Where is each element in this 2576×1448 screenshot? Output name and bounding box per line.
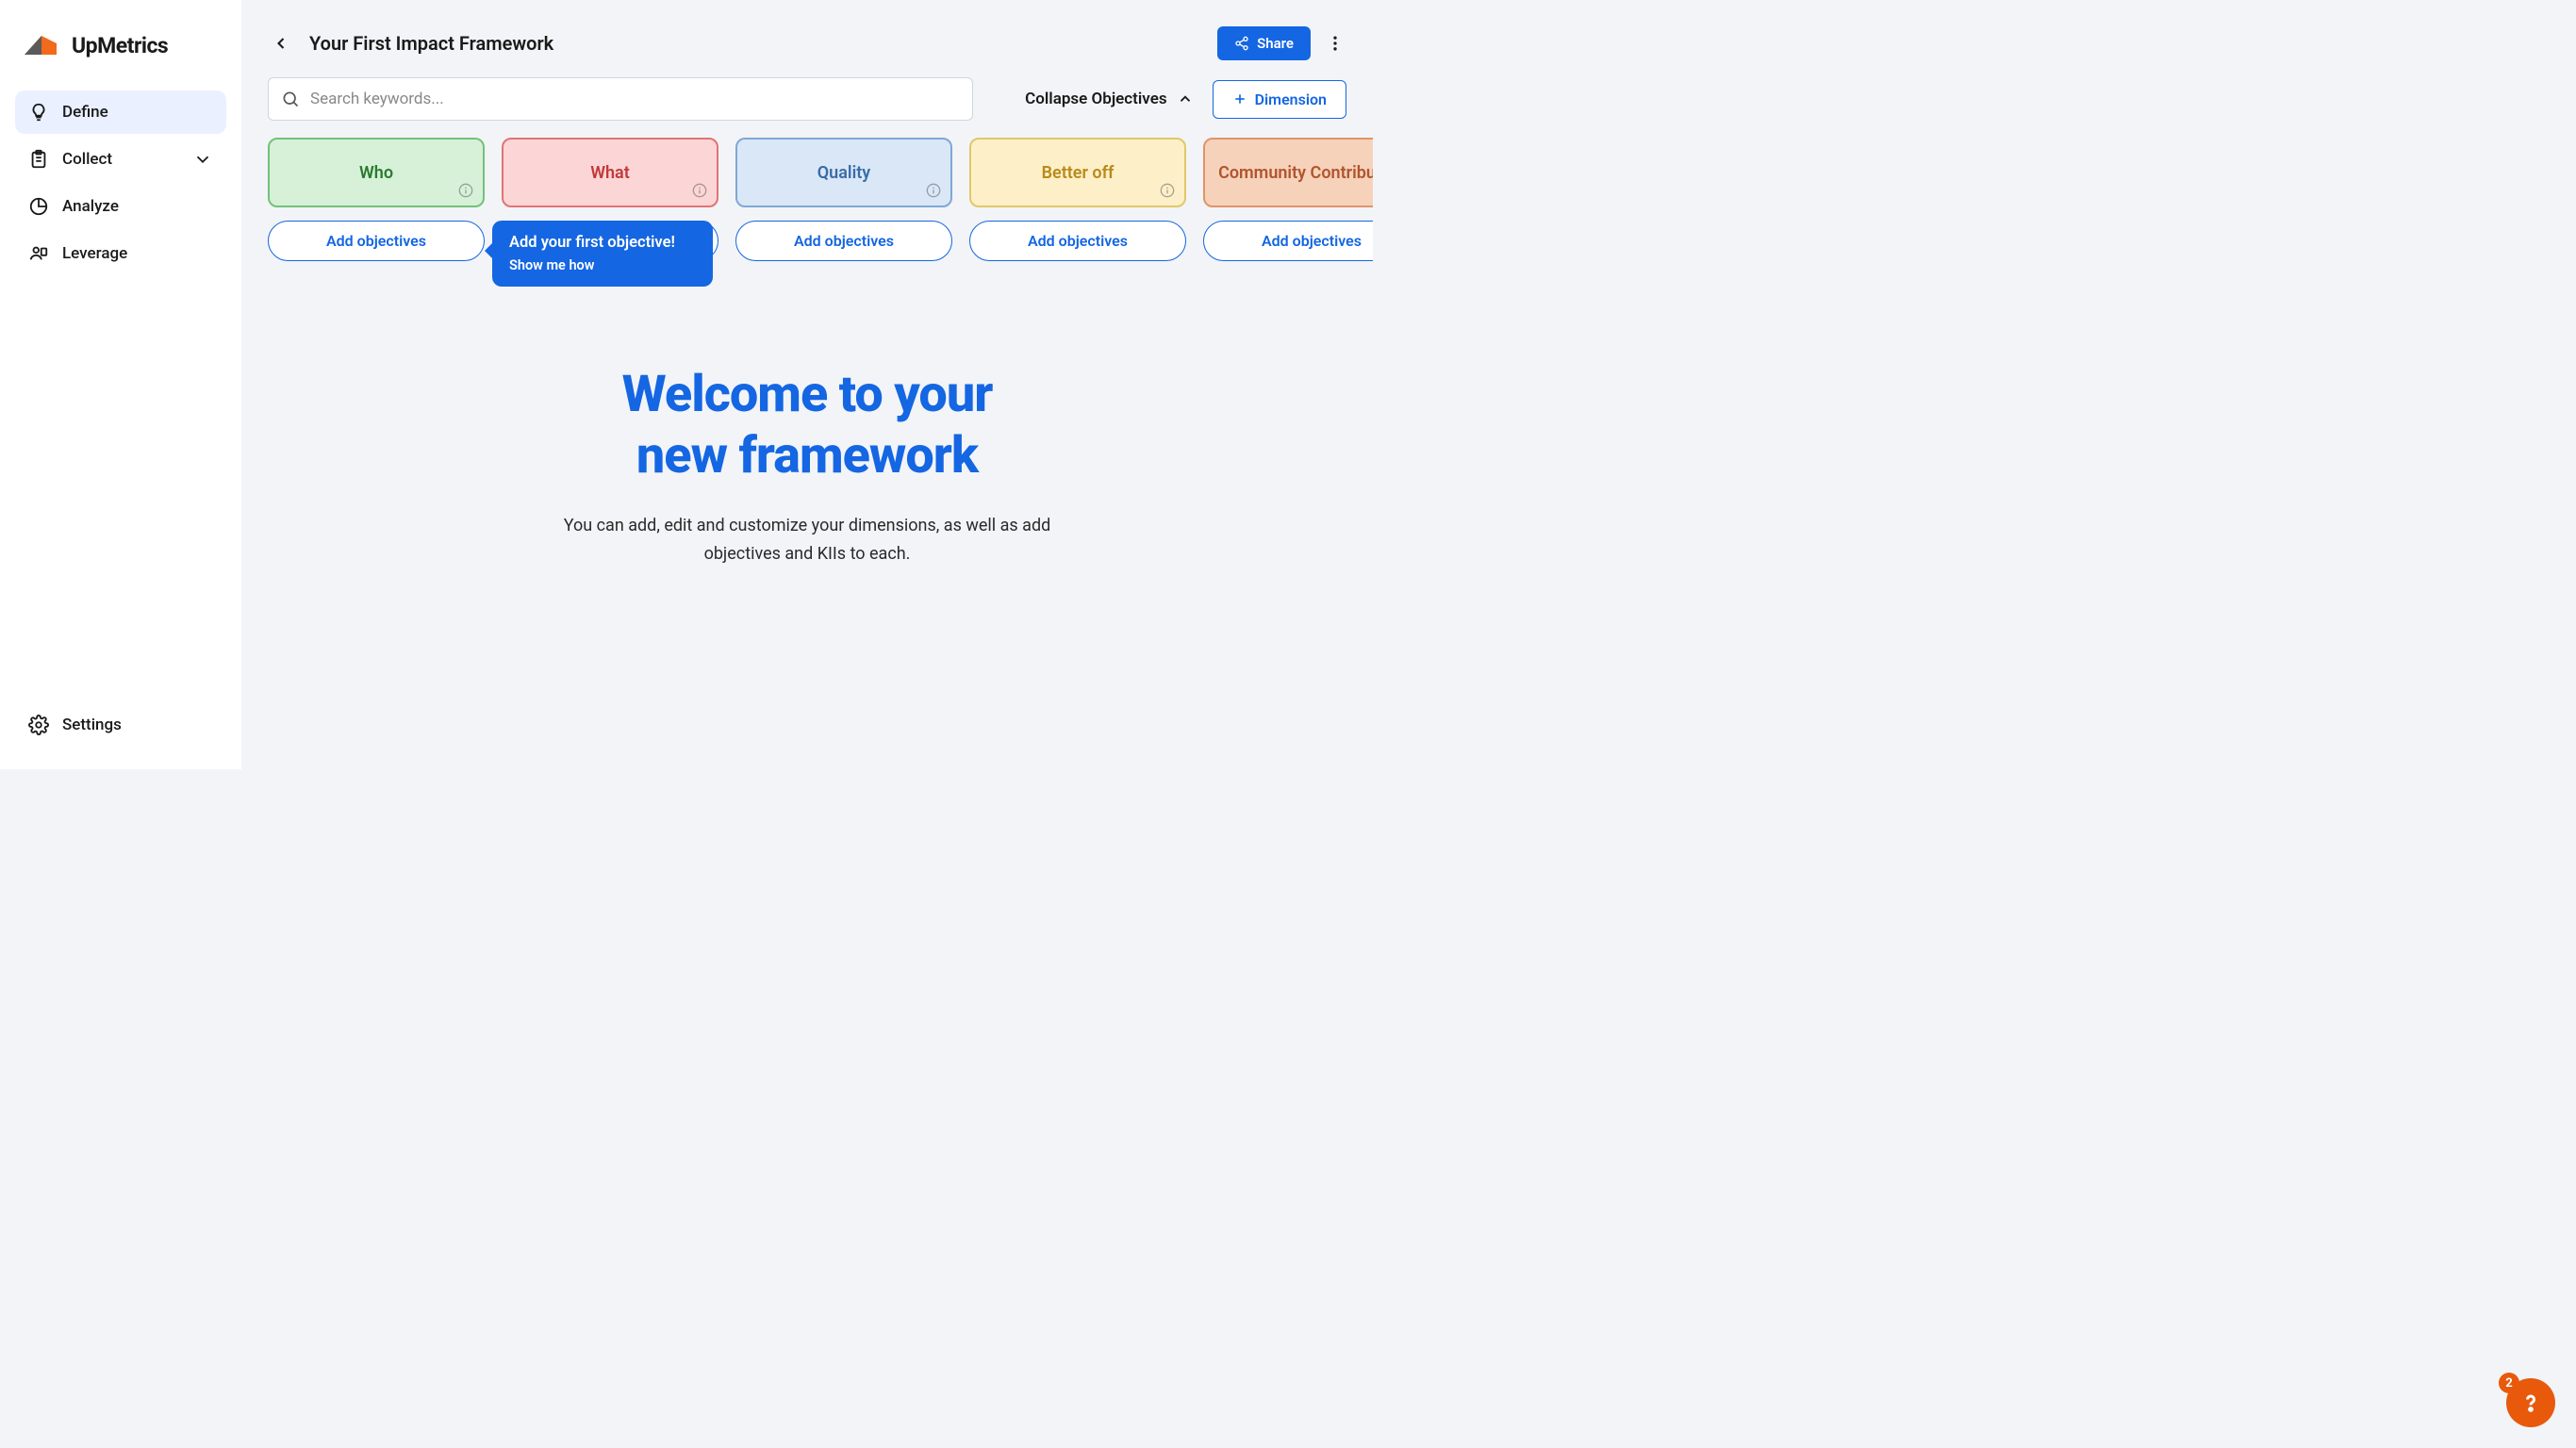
- lightbulb-icon: [28, 102, 49, 123]
- dimension-column: WhatAdd objectivesAdd your first objecti…: [502, 138, 718, 261]
- welcome-section: Welcome to your new framework You can ad…: [241, 365, 1373, 569]
- brand-name: UpMetrics: [72, 33, 168, 58]
- search-container: [268, 77, 973, 121]
- chevron-left-icon: [272, 34, 290, 53]
- tooltip-title: Add your first objective!: [509, 234, 696, 252]
- add-dimension-button[interactable]: Dimension: [1213, 80, 1346, 119]
- sidebar-item-analyze[interactable]: Analyze: [15, 185, 226, 228]
- add-objectives-button[interactable]: Add objectives: [268, 221, 485, 261]
- more-vertical-icon: [1326, 34, 1345, 53]
- dimensions-row: WhoAdd objectivesWhatAdd objectivesAdd y…: [241, 138, 1373, 261]
- nav-label: Collect: [62, 150, 112, 169]
- more-menu-button[interactable]: [1324, 32, 1346, 55]
- top-bar: Your First Impact Framework Share: [241, 26, 1373, 77]
- info-icon[interactable]: [692, 183, 707, 198]
- dimension-column: Who Add objectives: [268, 138, 485, 261]
- page-title: Your First Impact Framework: [309, 32, 553, 55]
- sidebar: UpMetrics Define Collect Analyze Leverag…: [0, 0, 241, 769]
- search-icon: [281, 90, 300, 108]
- sidebar-item-define[interactable]: Define: [15, 90, 226, 134]
- sidebar-item-settings[interactable]: Settings: [15, 703, 226, 747]
- dimension-card[interactable]: Community Contribution: [1203, 138, 1373, 207]
- nav-label: Settings: [62, 716, 122, 734]
- share-label: Share: [1257, 35, 1294, 52]
- help-fab[interactable]: 2: [2506, 1378, 2555, 1427]
- dimension-column: Community Contribution Add objectives: [1203, 138, 1373, 261]
- welcome-body: You can add, edit and customize your dim…: [543, 512, 1071, 569]
- tooltip-link[interactable]: Show me how: [509, 257, 696, 273]
- onboarding-tooltip: Add your first objective! Show me how: [492, 221, 713, 287]
- welcome-heading: Welcome to your new framework: [279, 365, 1335, 487]
- info-icon[interactable]: [926, 183, 941, 198]
- nav-label: Define: [62, 103, 108, 122]
- add-objectives-button[interactable]: Add objectives: [735, 221, 952, 261]
- back-button[interactable]: [268, 30, 294, 57]
- dimension-column: Quality Add objectives: [735, 138, 952, 261]
- dimension-card[interactable]: Better off: [969, 138, 1186, 207]
- help-badge: 2: [2499, 1373, 2519, 1393]
- add-objectives-button[interactable]: Add objectives: [1203, 221, 1373, 261]
- logo[interactable]: UpMetrics: [15, 23, 226, 83]
- sidebar-item-leverage[interactable]: Leverage: [15, 232, 226, 275]
- chevron-down-icon: [192, 149, 213, 170]
- sidebar-item-collect[interactable]: Collect: [15, 138, 226, 181]
- dimension-card[interactable]: Quality: [735, 138, 952, 207]
- nav-label: Analyze: [62, 197, 119, 216]
- logo-icon: [23, 30, 62, 60]
- collapse-label: Collapse Objectives: [1025, 90, 1166, 108]
- add-objectives-button[interactable]: Add objectives: [969, 221, 1186, 261]
- collapse-objectives-button[interactable]: Collapse Objectives: [1025, 90, 1193, 108]
- usercard-icon: [28, 243, 49, 264]
- main-nav: Define Collect Analyze Leverage: [15, 90, 226, 275]
- dimension-card[interactable]: What: [502, 138, 718, 207]
- dimension-label: Dimension: [1255, 90, 1327, 108]
- share-icon: [1234, 36, 1249, 51]
- plus-icon: [1232, 91, 1247, 107]
- toolbar: Collapse Objectives Dimension: [241, 77, 1373, 138]
- chevron-up-icon: [1177, 90, 1194, 107]
- info-icon[interactable]: [1160, 183, 1175, 198]
- nav-label: Leverage: [62, 244, 127, 263]
- main-content: Your First Impact Framework Share Collap…: [241, 0, 1373, 769]
- question-icon: [2518, 1390, 2544, 1416]
- share-button[interactable]: Share: [1217, 26, 1311, 60]
- piechart-icon: [28, 196, 49, 217]
- dimension-card[interactable]: Who: [268, 138, 485, 207]
- search-input[interactable]: [268, 77, 973, 121]
- gear-icon: [28, 715, 49, 735]
- dimension-column: Better off Add objectives: [969, 138, 1186, 261]
- info-icon[interactable]: [458, 183, 473, 198]
- clipboard-icon: [28, 149, 49, 170]
